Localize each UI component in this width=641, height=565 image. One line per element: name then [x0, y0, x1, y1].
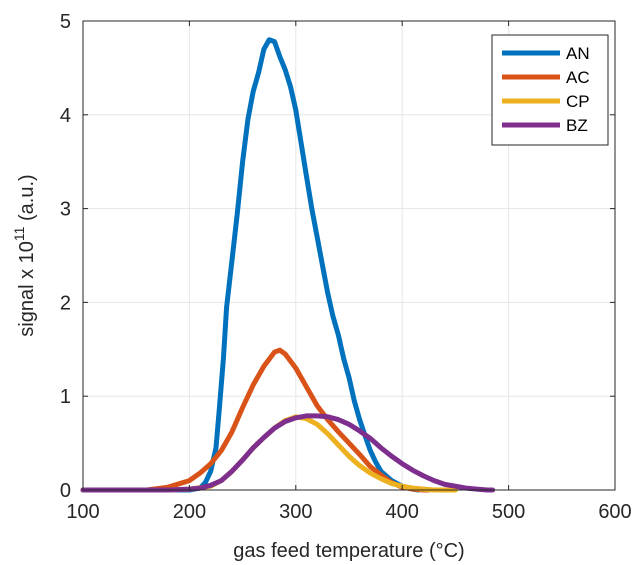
legend-label-an: AN: [566, 44, 590, 63]
legend: AN AC CP BZ: [491, 34, 609, 146]
axes-box: [82, 20, 616, 491]
x-tick-label: 200: [173, 501, 206, 523]
y-tick-label: 3: [60, 199, 71, 221]
legend-label-cp: CP: [566, 92, 590, 111]
y-axis-label-exponent: 11: [11, 226, 27, 241]
y-tick-label: 1: [60, 386, 71, 408]
legend-label-ac: AC: [566, 68, 590, 87]
plot-series: [80, 37, 496, 493]
series-line-bz: [80, 413, 496, 493]
y-axis-label-suffix: (a.u.): [16, 174, 38, 226]
y-axis-label: signal x 1011 (a.u.): [11, 174, 38, 336]
y-axis-label-prefix: signal x 10: [16, 241, 38, 337]
x-tick-label: 400: [386, 501, 419, 523]
x-tick-label: 500: [492, 501, 525, 523]
y-tick-label: 0: [60, 480, 71, 502]
y-tick-label: 4: [60, 105, 71, 127]
series-line-an: [80, 37, 421, 493]
x-axis-label: gas feed temperature (°C): [233, 540, 464, 562]
y-tick-label: 5: [60, 11, 71, 33]
y-tick-label: 2: [60, 292, 71, 314]
x-tick-label: 300: [279, 501, 312, 523]
x-tick-label: 600: [598, 501, 631, 523]
x-tick-label: 100: [66, 501, 99, 523]
axis-ticks: 100 200 300 400 500 600 0 1 2 3 4 5: [60, 11, 632, 523]
legend-label-bz: BZ: [566, 116, 588, 135]
series-line-ac: [80, 347, 432, 493]
